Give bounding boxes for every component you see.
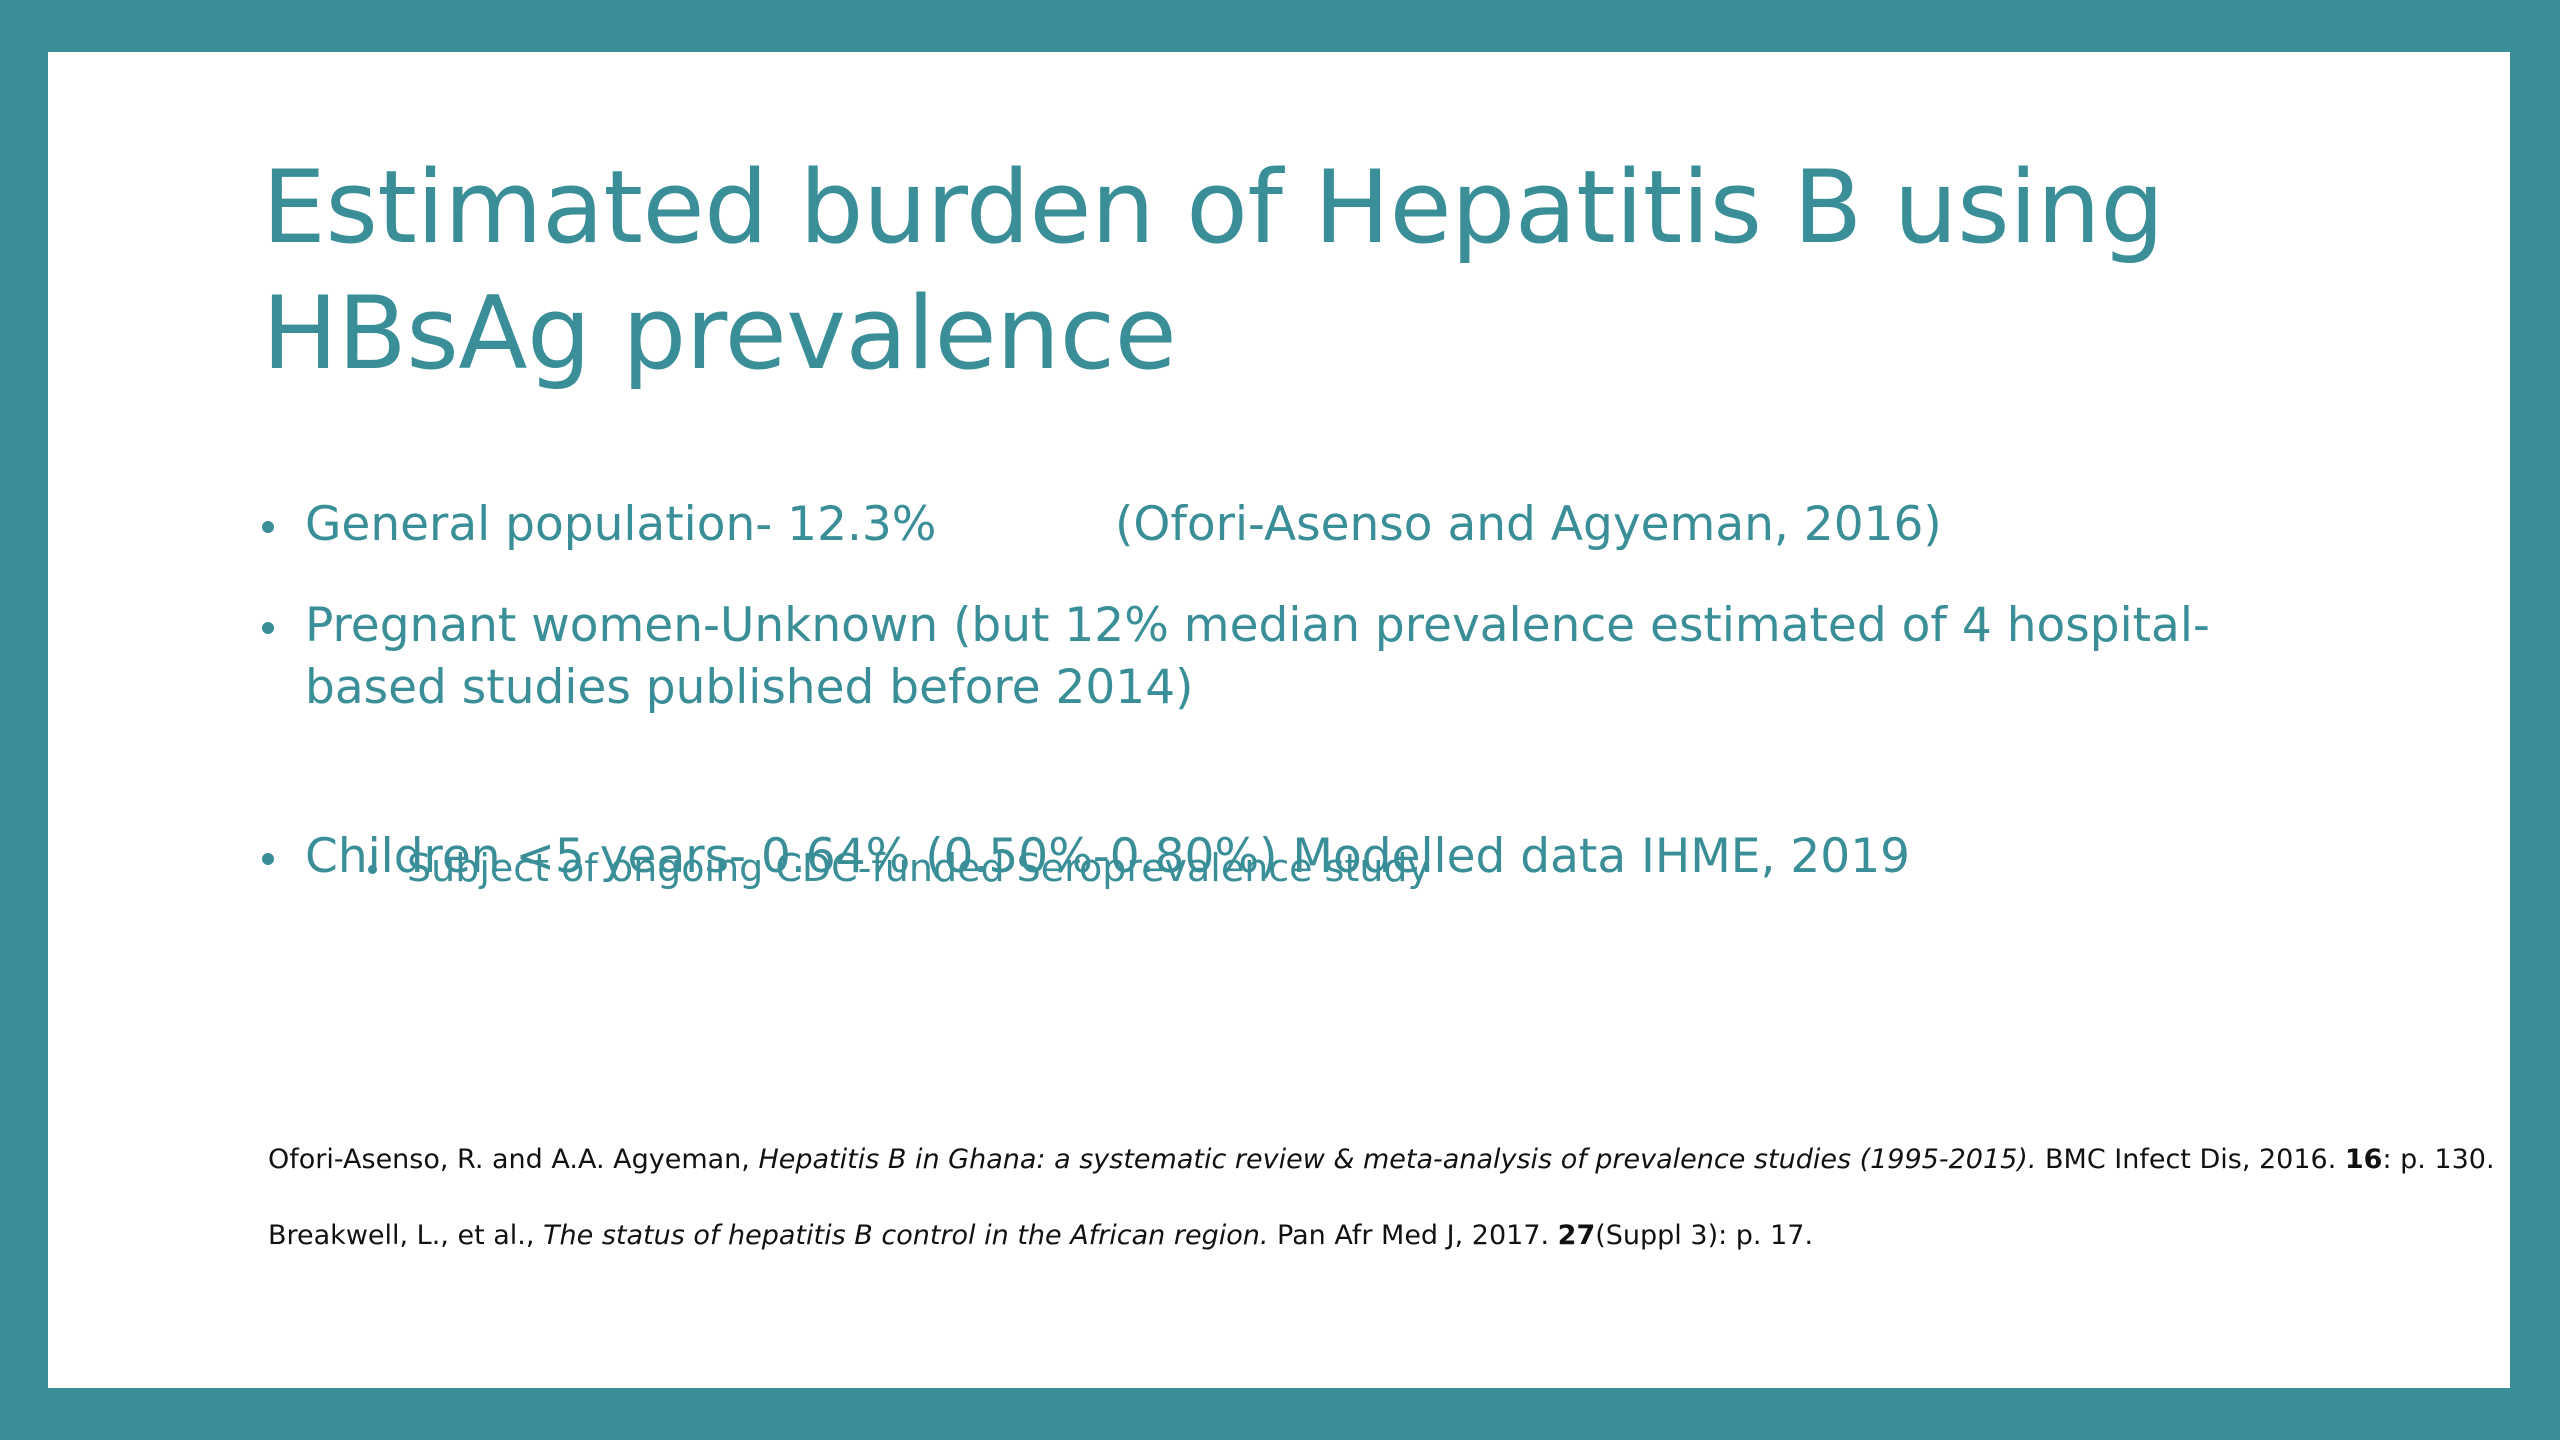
- bullet-dot-icon: [262, 622, 274, 634]
- reference-volume: 27: [1557, 1220, 1596, 1251]
- pregnant-women-line-1: Pregnant women-Unknown (but 12% median p…: [305, 598, 2210, 653]
- reference-1: Ofori-Asenso, R. and A.A. Agyeman, Hepat…: [268, 1140, 2495, 1180]
- reference-pages: : p. 130.: [2382, 1144, 2495, 1175]
- slide: Estimated burden of Hepatitis B using HB…: [48, 52, 2510, 1388]
- reference-journal: BMC Infect Dis, 2016.: [2036, 1144, 2345, 1175]
- sub-bullet-dot-icon: [368, 865, 377, 874]
- reference-journal: Pan Afr Med J, 2017.: [1268, 1220, 1558, 1251]
- sub-bullet-text: Subject of ongoing CDC-funded Seropreval…: [407, 846, 1431, 890]
- children-text: Children <5 years- 0.64% (0.50%-0.80%) M…: [305, 829, 1910, 884]
- general-population-source: (Ofori-Asenso and Agyeman, 2016): [1115, 497, 1942, 552]
- reference-2: Breakwell, L., et al., The status of hep…: [268, 1216, 1813, 1256]
- title-line-2: HBsAg prevalence: [262, 274, 1177, 392]
- bullet-dot-icon: [262, 853, 274, 865]
- reference-volume: 16: [2344, 1144, 2383, 1175]
- reference-pages: (Suppl 3): p. 17.: [1595, 1220, 1814, 1251]
- pregnant-women-line-2: based studies published before 2014): [305, 660, 1194, 715]
- bullet-dot-icon: [262, 521, 274, 533]
- reference-authors: Ofori-Asenso, R. and A.A. Agyeman,: [268, 1144, 759, 1175]
- general-population-text: General population- 12.3%: [305, 497, 937, 552]
- bullet-text: Pregnant women-Unknown (but 12% median p…: [305, 595, 2210, 719]
- bullet-text: General population- 12.3% (Ofori-Asenso …: [305, 494, 1942, 556]
- reference-authors: Breakwell, L., et al.,: [268, 1220, 544, 1251]
- title-line-1: Estimated burden of Hepatitis B using: [262, 148, 2164, 266]
- slide-title: Estimated burden of Hepatitis B using HB…: [262, 144, 2362, 396]
- reference-title: The status of hepatitis B control in the…: [543, 1220, 1269, 1251]
- reference-title: Hepatitis B in Ghana: a systematic revie…: [758, 1144, 2037, 1175]
